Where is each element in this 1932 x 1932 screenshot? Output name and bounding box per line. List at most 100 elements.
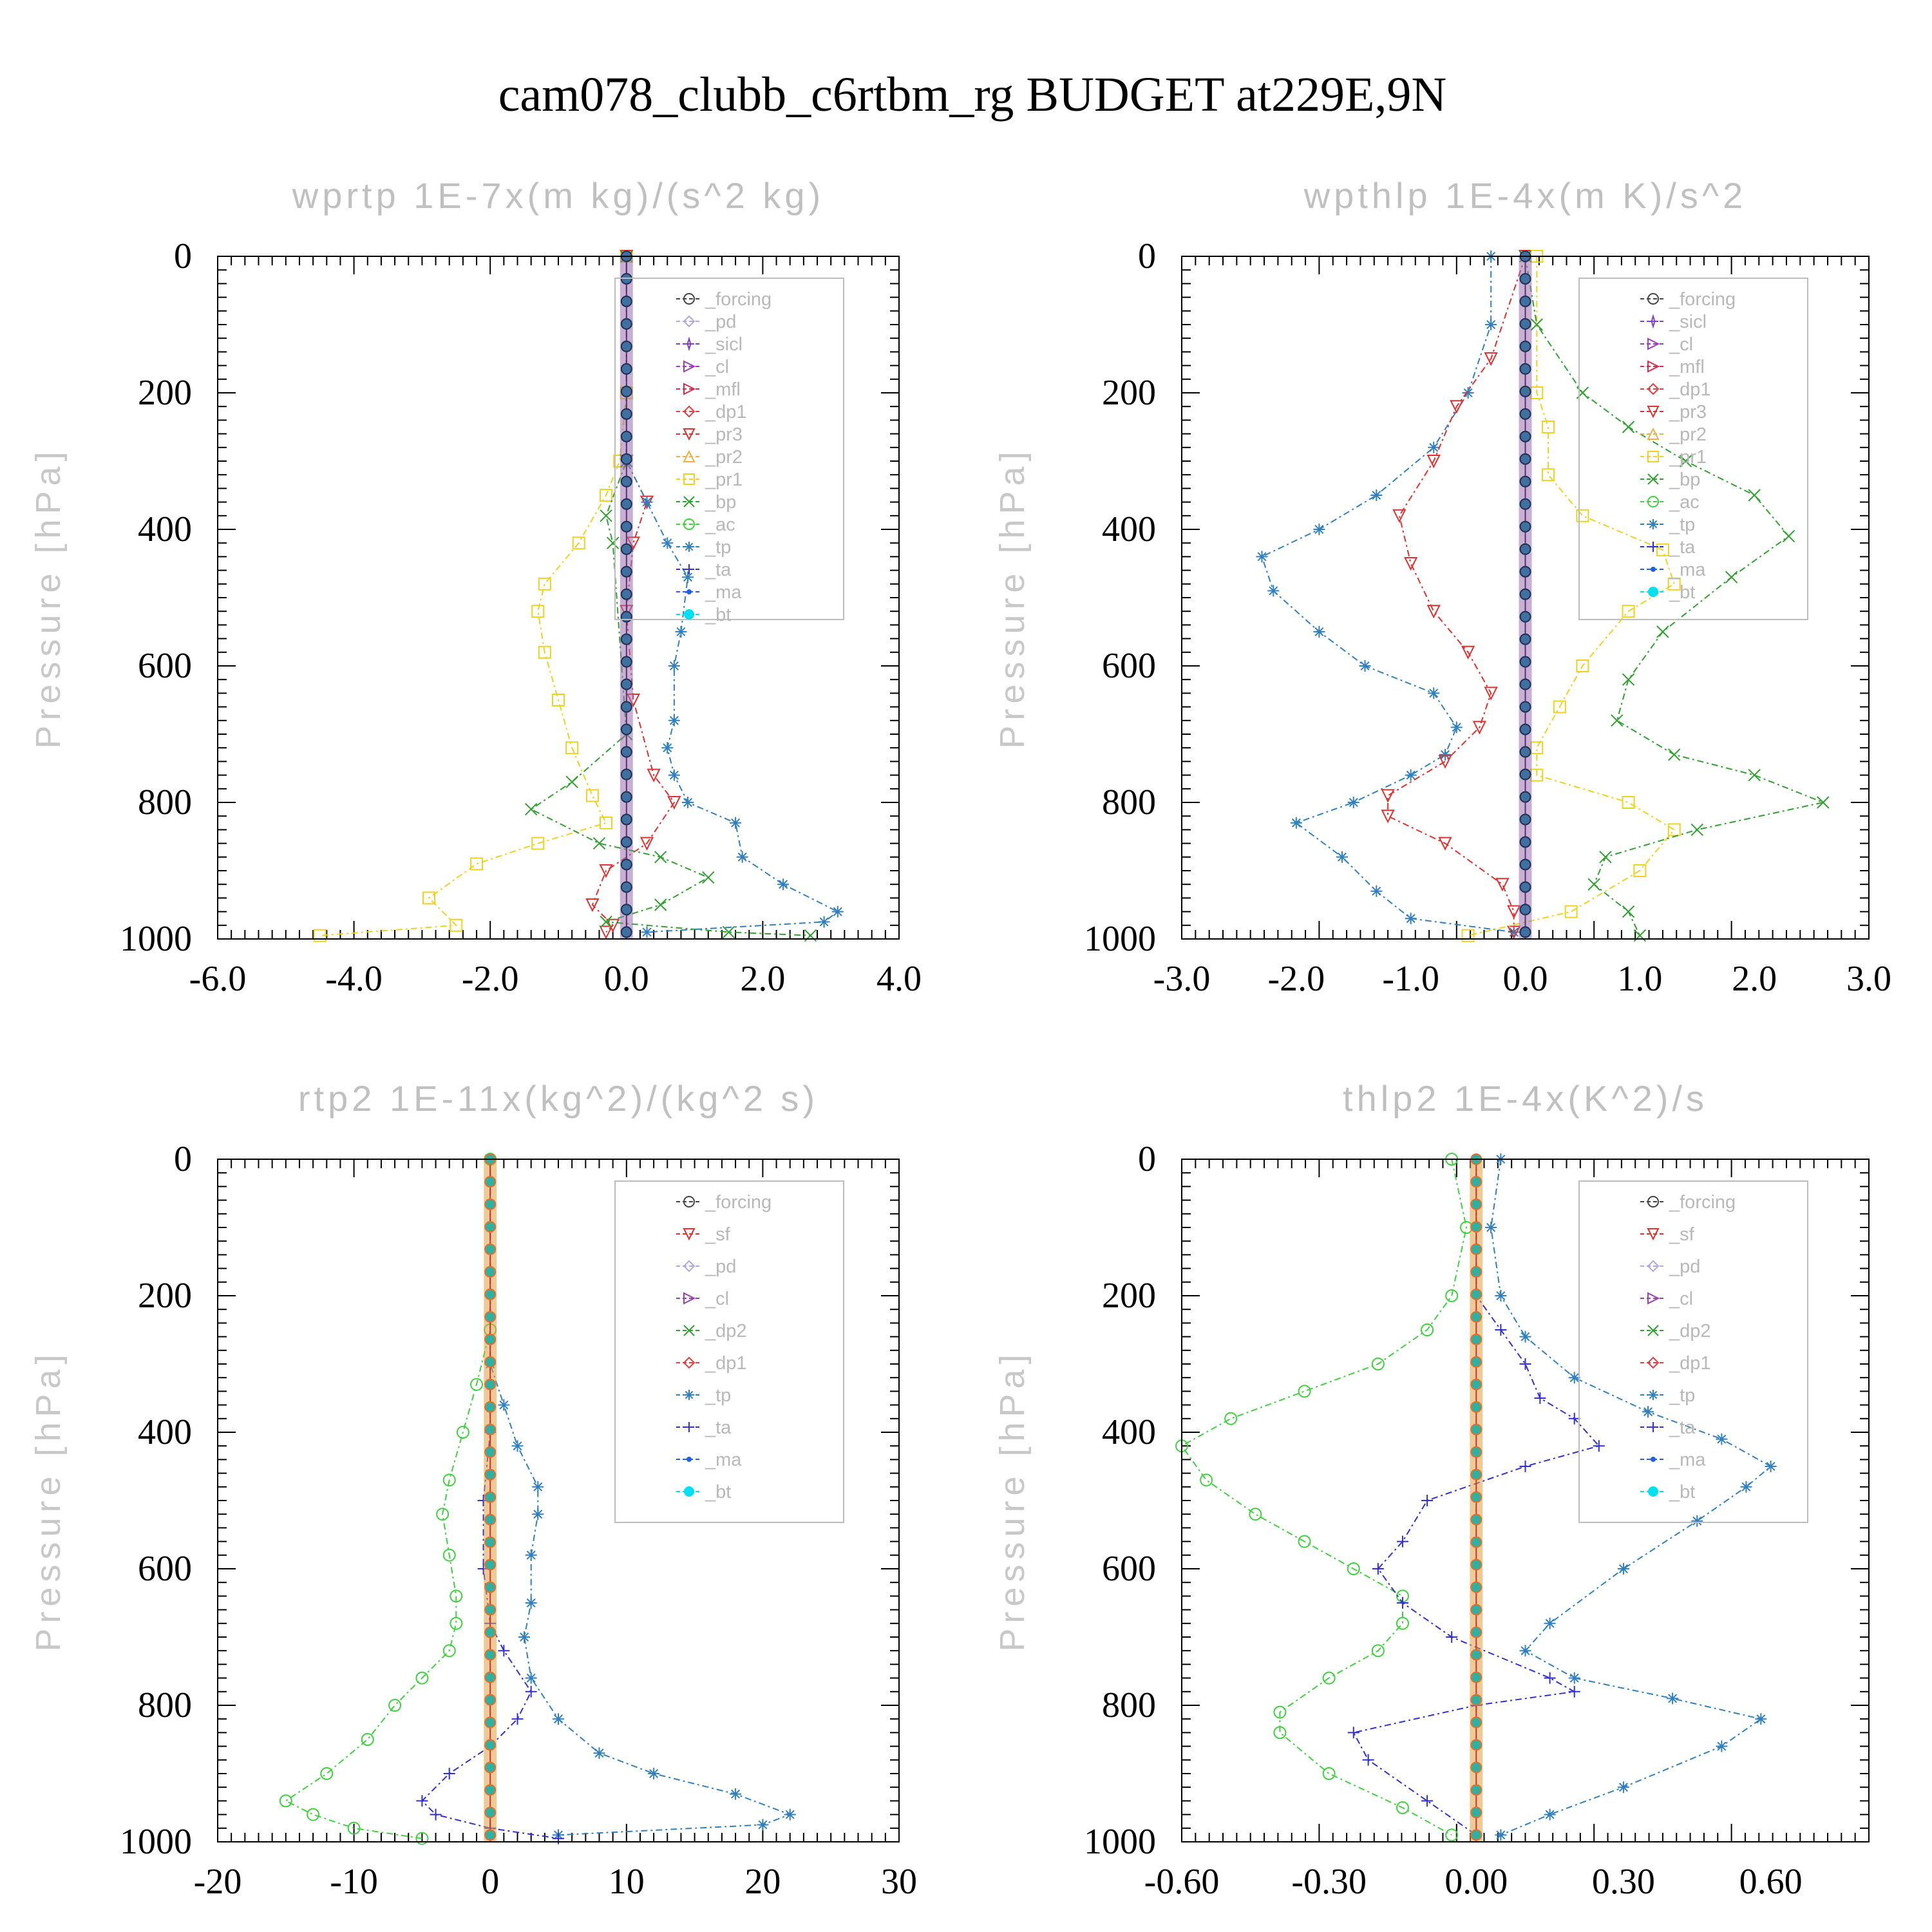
data-point bbox=[1362, 1754, 1374, 1766]
data-point bbox=[484, 1220, 497, 1233]
data-point bbox=[1470, 1581, 1482, 1593]
data-point bbox=[1817, 796, 1830, 809]
data-point bbox=[1347, 1727, 1359, 1739]
y-tick-label: 1000 bbox=[120, 1822, 192, 1862]
data-point bbox=[600, 489, 613, 502]
x-tick-label: 10 bbox=[609, 1862, 645, 1902]
data-point bbox=[518, 1631, 531, 1643]
data-point bbox=[565, 741, 579, 755]
legend-label: _ma bbox=[705, 582, 742, 603]
series-line bbox=[319, 256, 627, 936]
legend-entry: _dp2 bbox=[1640, 1321, 1711, 1341]
x-tick-label: 0.60 bbox=[1739, 1862, 1803, 1902]
legend-label: _tp bbox=[1669, 515, 1695, 535]
data-point bbox=[683, 383, 696, 395]
data-point bbox=[1568, 1372, 1580, 1384]
data-point bbox=[313, 929, 327, 942]
data-point bbox=[1519, 1331, 1531, 1343]
legend-entry: _ma bbox=[1640, 560, 1706, 580]
data-point bbox=[1656, 625, 1669, 638]
legend-entry: _ta bbox=[1640, 537, 1696, 558]
legend-entry: _mfl bbox=[676, 379, 741, 400]
series-pr1 bbox=[313, 250, 633, 942]
legend-entry: _tp bbox=[676, 1385, 731, 1406]
legend-label: _dp1 bbox=[1669, 1353, 1711, 1374]
data-point bbox=[1322, 1767, 1336, 1780]
data-point bbox=[484, 1288, 497, 1300]
data-point bbox=[532, 1508, 544, 1520]
series-line bbox=[591, 256, 676, 933]
legend-label: _bt bbox=[705, 1482, 731, 1502]
y-tick-label: 400 bbox=[1102, 1412, 1156, 1452]
data-point bbox=[1446, 1631, 1458, 1643]
legend-label: _ta bbox=[705, 560, 732, 580]
data-point bbox=[1648, 1486, 1658, 1497]
legend-entry: _ta bbox=[1640, 1417, 1696, 1438]
data-point bbox=[1519, 1358, 1531, 1370]
data-point bbox=[1495, 878, 1510, 892]
legend-box bbox=[1578, 1180, 1808, 1523]
data-point bbox=[1530, 318, 1543, 331]
data-point bbox=[683, 1356, 696, 1369]
data-point bbox=[684, 1486, 694, 1497]
data-point bbox=[484, 1513, 497, 1526]
axis-ticks bbox=[1181, 1159, 1870, 1842]
x-tick-label: 30 bbox=[881, 1862, 917, 1902]
legend-label: _bp bbox=[1669, 469, 1700, 490]
data-point bbox=[484, 1806, 497, 1819]
data-point bbox=[675, 626, 687, 638]
data-point bbox=[1667, 577, 1681, 591]
series-line bbox=[1180, 1159, 1468, 1836]
data-point bbox=[307, 1808, 320, 1821]
data-point bbox=[1519, 881, 1531, 893]
data-point bbox=[620, 453, 632, 465]
data-point bbox=[1667, 823, 1681, 837]
data-point bbox=[415, 1832, 429, 1845]
data-point bbox=[1470, 1558, 1482, 1571]
data-point bbox=[450, 918, 463, 932]
legend-entry: _pr2 bbox=[676, 447, 743, 468]
data-point bbox=[415, 1671, 429, 1685]
data-point bbox=[1392, 509, 1406, 524]
y-tick-label: 600 bbox=[138, 646, 192, 686]
y-axis-label: Pressure [hPa] bbox=[993, 446, 1032, 748]
zero-column bbox=[1519, 251, 1532, 939]
legend-entry: _bt bbox=[1640, 1482, 1695, 1502]
y-tick-label: 600 bbox=[138, 1549, 192, 1589]
data-point bbox=[416, 1795, 428, 1807]
data-point bbox=[1519, 408, 1531, 420]
data-point bbox=[1519, 475, 1531, 488]
data-point bbox=[1396, 1597, 1408, 1609]
y-tick-label: 600 bbox=[1102, 646, 1156, 686]
data-point bbox=[1622, 673, 1635, 686]
data-point bbox=[436, 1508, 450, 1521]
data-point bbox=[647, 768, 661, 782]
data-point bbox=[684, 336, 694, 352]
legend-entry: _ma bbox=[676, 1450, 742, 1470]
data-point bbox=[1450, 400, 1464, 414]
legend-entry: _pr1 bbox=[1640, 447, 1707, 468]
legend-label: _dp2 bbox=[705, 1321, 747, 1341]
legend-entry: _forcing bbox=[1640, 1192, 1736, 1213]
zero-column bbox=[1470, 1153, 1483, 1842]
data-point bbox=[1648, 1422, 1658, 1432]
y-tick-label: 200 bbox=[1102, 1276, 1156, 1316]
data-point bbox=[484, 1626, 497, 1638]
data-point bbox=[1647, 1196, 1659, 1208]
data-point bbox=[1648, 1390, 1658, 1400]
series-pr1 bbox=[1461, 250, 1681, 942]
data-point bbox=[585, 789, 599, 802]
data-point bbox=[442, 1548, 456, 1562]
data-point bbox=[620, 633, 632, 645]
data-point bbox=[831, 905, 844, 918]
legend-entry: _dp1 bbox=[676, 1353, 747, 1374]
series-line bbox=[529, 256, 811, 936]
data-point bbox=[1519, 272, 1531, 285]
data-point bbox=[484, 1604, 497, 1616]
x-tick-label: -3.0 bbox=[1153, 959, 1211, 999]
x-tick-label: 0.0 bbox=[1503, 959, 1548, 999]
data-point bbox=[1484, 352, 1498, 366]
data-point bbox=[1716, 1433, 1728, 1445]
data-point bbox=[684, 1390, 694, 1400]
legend-entry: _ma bbox=[676, 582, 742, 603]
